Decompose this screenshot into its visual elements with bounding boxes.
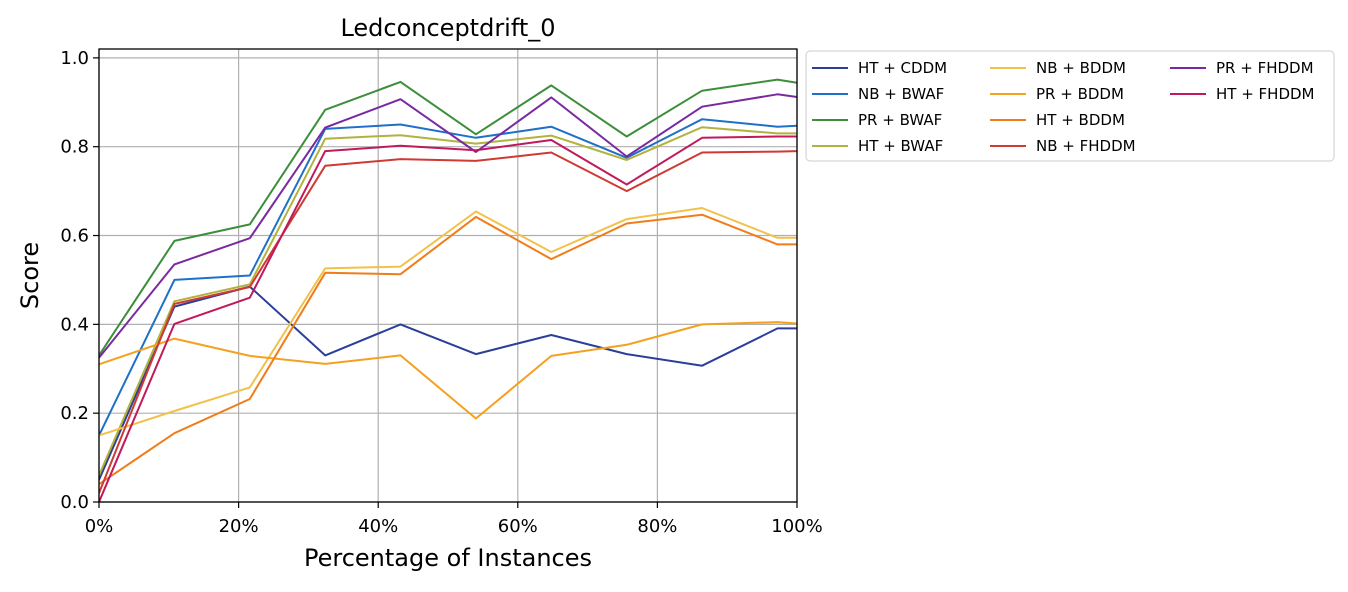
legend: HT + CDDM NB + BWAF PR + BWAF HT + BWAF NB +… <box>805 50 1335 162</box>
legend-label: HT + FHDDM <box>1216 85 1315 103</box>
legend-label: HT + BWAF <box>858 137 943 155</box>
series-line-ht-fhddm <box>99 135 797 502</box>
series-line-ht-bddm <box>99 213 797 486</box>
series-line-pr-bwaf <box>99 78 797 356</box>
legend-label: HT + BDDM <box>1036 111 1125 129</box>
legend-label: NB + BWAF <box>858 85 944 103</box>
legend-label: NB + FHDDM <box>1036 137 1136 155</box>
legend-label: NB + BDDM <box>1036 59 1126 77</box>
y-tick-label: 0.2 <box>60 403 89 424</box>
legend-label: PR + FHDDM <box>1216 59 1314 77</box>
legend-label: PR + BDDM <box>1036 85 1124 103</box>
y-tick-label: 0.0 <box>60 492 89 513</box>
y-tick-label: 0.8 <box>60 137 89 158</box>
legend-label: PR + BWAF <box>858 111 942 129</box>
series-line-ht-bwaf <box>99 126 797 476</box>
x-tick-label: 0% <box>85 516 114 537</box>
x-tick-label: 20% <box>219 516 259 537</box>
x-tick-label: 60% <box>498 516 538 537</box>
series-line-pr-bddm <box>99 321 797 420</box>
chart-title: Ledconceptdrift_0 <box>340 14 555 42</box>
axis-ticks: 0% 20% 40% 60% 80% 100% 0.0 0.2 0.4 0.6 0.8 1.0 <box>60 48 822 537</box>
series-line-nb-fhddm <box>99 150 797 494</box>
y-axis-label: Score <box>16 242 44 309</box>
axes-frame <box>98 48 798 503</box>
y-tick-label: 0.6 <box>60 226 89 247</box>
y-tick-label: 0.4 <box>60 314 89 335</box>
x-tick-label: 80% <box>637 516 677 537</box>
x-axis-label: Percentage of Instances <box>304 544 592 572</box>
x-tick-label: 40% <box>358 516 398 537</box>
series-line-pr-fhddm <box>99 93 797 359</box>
series-line-nb-bwaf <box>99 118 797 436</box>
y-tick-label: 1.0 <box>60 48 89 69</box>
series-line-nb-bddm <box>99 207 797 437</box>
x-tick-label: 100% <box>771 516 822 537</box>
legend-label: HT + CDDM <box>858 59 947 77</box>
legend-box <box>805 50 1335 162</box>
series-lines <box>99 78 797 502</box>
